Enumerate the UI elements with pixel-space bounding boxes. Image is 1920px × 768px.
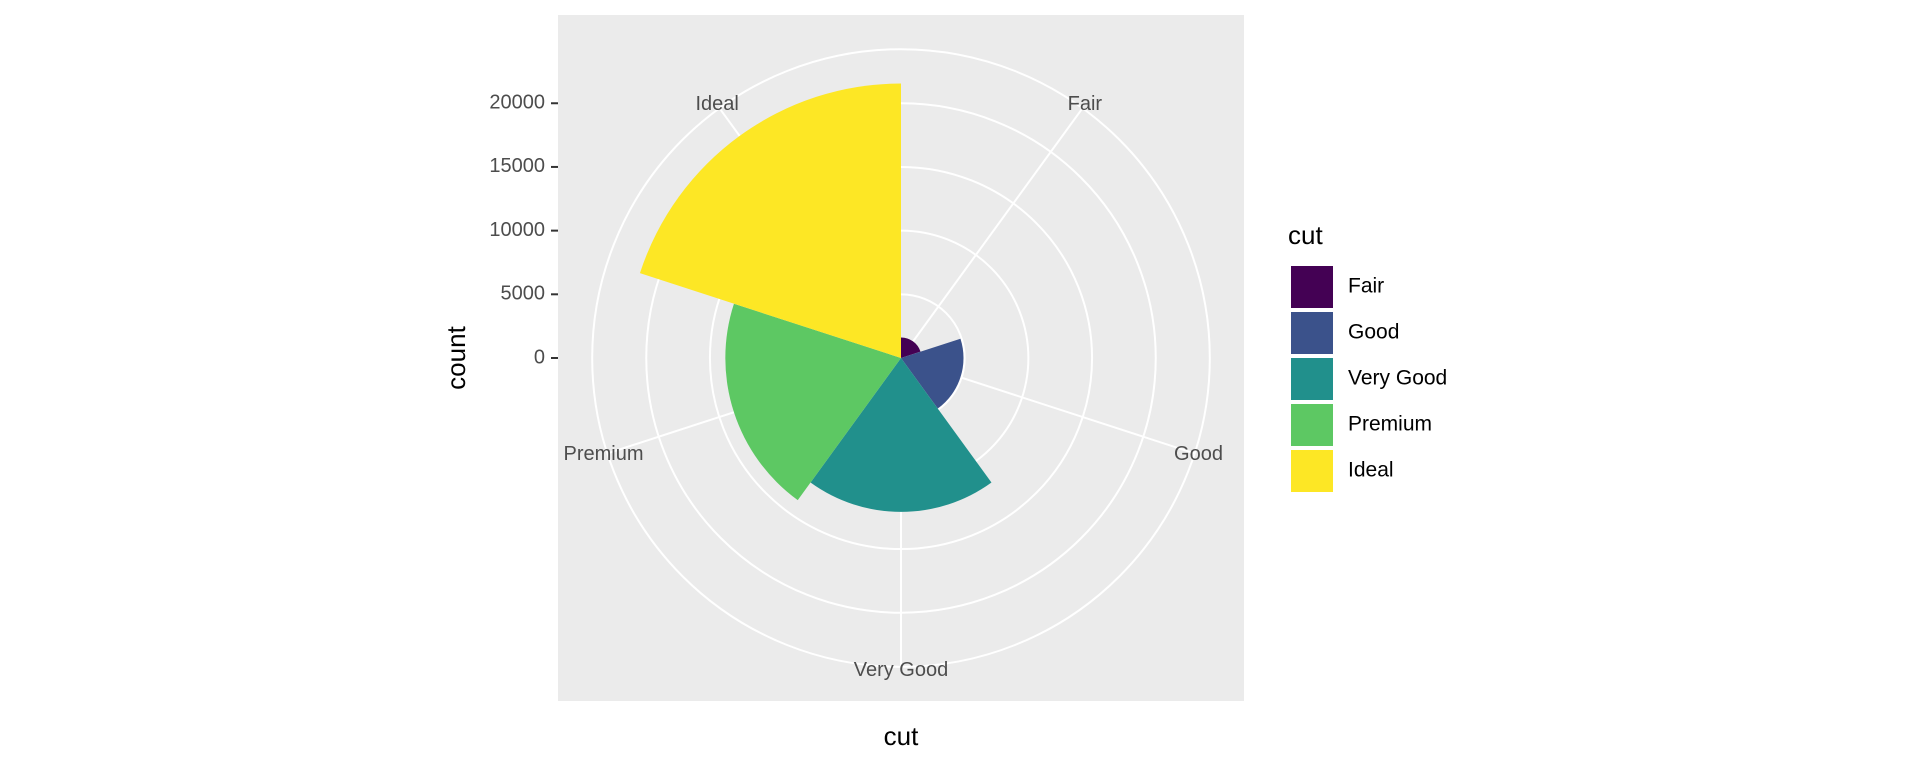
theta-label: Very Good — [854, 659, 949, 681]
y-tick-label: 5000 — [501, 283, 546, 305]
legend-title: cut — [1288, 220, 1323, 250]
legend-label: Premium — [1348, 413, 1432, 436]
theta-label: Good — [1174, 443, 1223, 465]
legend-label: Ideal — [1348, 459, 1394, 482]
y-tick-label: 10000 — [489, 219, 545, 241]
legend-key — [1289, 264, 1335, 310]
legend-key — [1289, 402, 1335, 448]
theta-label: Premium — [563, 443, 643, 465]
legend-key — [1289, 356, 1335, 402]
wedge — [810, 358, 992, 512]
legend-label: Good — [1348, 321, 1399, 344]
legend-key — [1289, 448, 1335, 494]
theta-label: Fair — [1068, 93, 1103, 115]
wedge — [725, 303, 901, 501]
legend-key — [1289, 310, 1335, 356]
theta-label: Ideal — [695, 93, 738, 115]
wedge — [901, 338, 964, 409]
wedge — [639, 83, 901, 358]
y-tick-label: 0 — [534, 346, 545, 368]
y-tick-label: 15000 — [489, 155, 545, 177]
x-axis-title: cut — [884, 721, 919, 751]
y-axis-title: count — [441, 325, 471, 389]
spoke — [900, 107, 1084, 359]
legend-label: Fair — [1348, 275, 1384, 298]
wedge — [901, 337, 921, 358]
y-tick-label: 20000 — [489, 92, 545, 114]
legend-label: Very Good — [1348, 367, 1447, 390]
